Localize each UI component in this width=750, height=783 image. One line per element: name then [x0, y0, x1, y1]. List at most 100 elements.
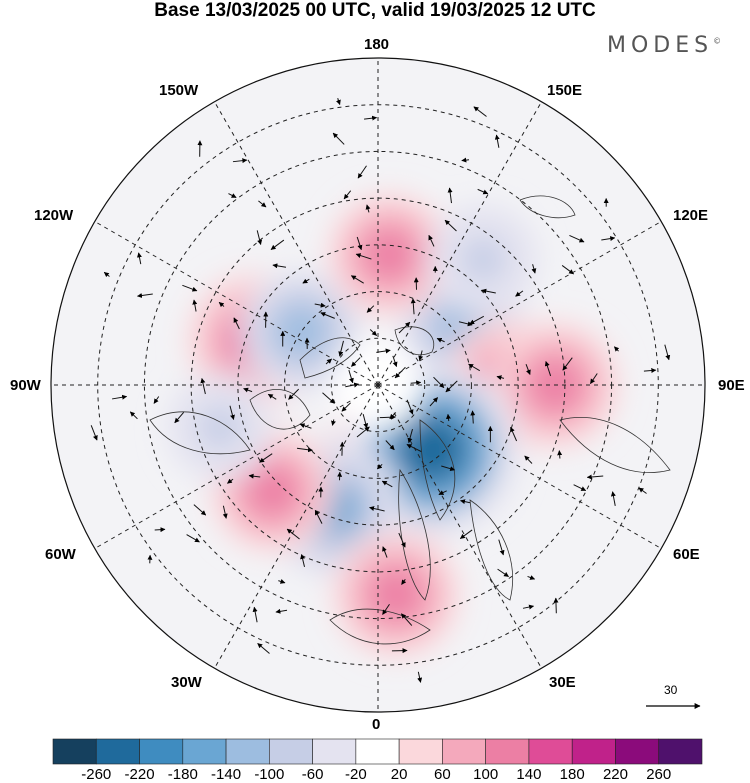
- wind-arrow: [129, 411, 138, 420]
- wind-arrow: [229, 405, 235, 420]
- wind-arrow: [154, 527, 166, 533]
- wind-arrow: [357, 165, 367, 179]
- wind-arrow: [522, 604, 535, 610]
- colorbar-swatch: [139, 738, 184, 765]
- lon-label-60e: 60E: [673, 546, 700, 563]
- wind-arrow: [561, 265, 575, 275]
- wind-arrow: [200, 377, 206, 395]
- lon-label-0: 0: [372, 716, 381, 733]
- colorbar-swatch: [571, 738, 616, 765]
- wind-arrow: [557, 450, 563, 459]
- wind-arrow: [351, 357, 361, 367]
- wind-arrow: [398, 321, 411, 334]
- coastline: [149, 411, 251, 455]
- wind-arrow: [524, 455, 533, 464]
- wind-arrow: [531, 264, 537, 274]
- wind-arrow: [470, 410, 476, 424]
- wind-arrow: [270, 239, 285, 250]
- anomaly-blob-10: [332, 530, 460, 658]
- lon-label-150e: 150E: [547, 82, 583, 99]
- anomaly-blob-9: [327, 193, 451, 317]
- wind-arrow: [525, 364, 531, 375]
- wind-arrow: [473, 106, 487, 117]
- colorbar-swatch: [312, 738, 357, 765]
- wind-arrow: [418, 350, 424, 361]
- wind-arrow: [394, 366, 406, 379]
- wind-arrow: [477, 188, 489, 195]
- wind-arrow: [325, 358, 332, 365]
- wind-arrow: [288, 388, 300, 400]
- colorbar-tick-label: 180: [559, 766, 585, 783]
- wind-arrow: [350, 275, 364, 284]
- wind-arrow: [336, 98, 341, 106]
- wind-arrow: [364, 115, 378, 121]
- wind-arrow: [544, 361, 552, 377]
- wind-arrow: [90, 425, 98, 441]
- lon-label-180: 180: [364, 36, 390, 53]
- colorbar-swatch: [355, 738, 400, 765]
- wind-arrow: [267, 393, 277, 400]
- wind-arrow: [227, 478, 234, 484]
- wind-arrow: [481, 288, 496, 294]
- wind-arrow: [417, 671, 423, 683]
- wind-arrow: [601, 236, 616, 242]
- anomaly-blob-11: [166, 373, 274, 481]
- wind-arrow: [356, 426, 370, 438]
- lon-line: [214, 384, 379, 669]
- wind-arrow: [252, 606, 258, 623]
- coastline: [469, 499, 513, 601]
- wind-arrow: [376, 348, 391, 354]
- colorbar-swatch: [225, 738, 270, 765]
- wind-arrow: [355, 253, 372, 260]
- anomaly-blob-12: [427, 204, 539, 316]
- coastline: [299, 337, 361, 379]
- lon-line: [377, 221, 662, 386]
- wind-arrow: [302, 278, 310, 284]
- map-boundary: [50, 57, 706, 713]
- colorbar-swatch: [52, 738, 97, 765]
- lon-label-30w: 30W: [171, 674, 202, 691]
- wind-arrow: [228, 193, 237, 198]
- wind-arrow: [438, 490, 447, 495]
- colorbar-tick-label: -20: [345, 766, 367, 783]
- wind-arrow: [573, 484, 587, 492]
- wind-arrow: [314, 302, 326, 308]
- colorbar-swatch: [398, 738, 443, 765]
- colorbar-swatch: [442, 738, 486, 765]
- wind-arrow: [458, 321, 473, 327]
- modes-logo: MODES©: [607, 33, 722, 58]
- colorbar-tick-label: -260: [81, 766, 112, 783]
- wind-vectors: [90, 98, 671, 683]
- wind-arrow: [259, 453, 273, 463]
- wind-arrow: [348, 370, 354, 384]
- lon-line: [377, 101, 542, 386]
- colorbar-swatch: [615, 738, 660, 765]
- colorbar-tick-label: 100: [473, 766, 499, 783]
- lon-line: [214, 101, 379, 386]
- wind-arrow: [389, 412, 397, 420]
- wind-arrow: [103, 271, 110, 278]
- wind-arrow: [248, 473, 261, 479]
- colorbar-tick-label: 220: [602, 766, 628, 783]
- reference-vector-value: 30: [664, 683, 678, 697]
- wind-arrow: [569, 234, 585, 243]
- wind-arrow: [527, 575, 536, 580]
- wind-arrow: [278, 579, 286, 584]
- colorbar-tick-label: 60: [434, 766, 451, 783]
- wind-arrow: [638, 487, 647, 494]
- wind-arrow: [193, 504, 207, 516]
- wind-arrow: [222, 505, 228, 519]
- wind-arrow: [407, 429, 413, 444]
- wind-arrow: [341, 402, 351, 412]
- wind-arrow: [186, 534, 200, 543]
- colorbar-tick-label: -100: [254, 766, 285, 783]
- lat-circle: [330, 337, 426, 433]
- colorbar-tick-label: 20: [390, 766, 408, 783]
- wind-arrow: [182, 284, 198, 292]
- wind-arrow: [401, 613, 413, 626]
- wind-arrow: [192, 299, 198, 312]
- wind-arrow: [562, 357, 573, 371]
- wind-arrow: [382, 546, 388, 558]
- colorbar-swatch: [95, 738, 140, 765]
